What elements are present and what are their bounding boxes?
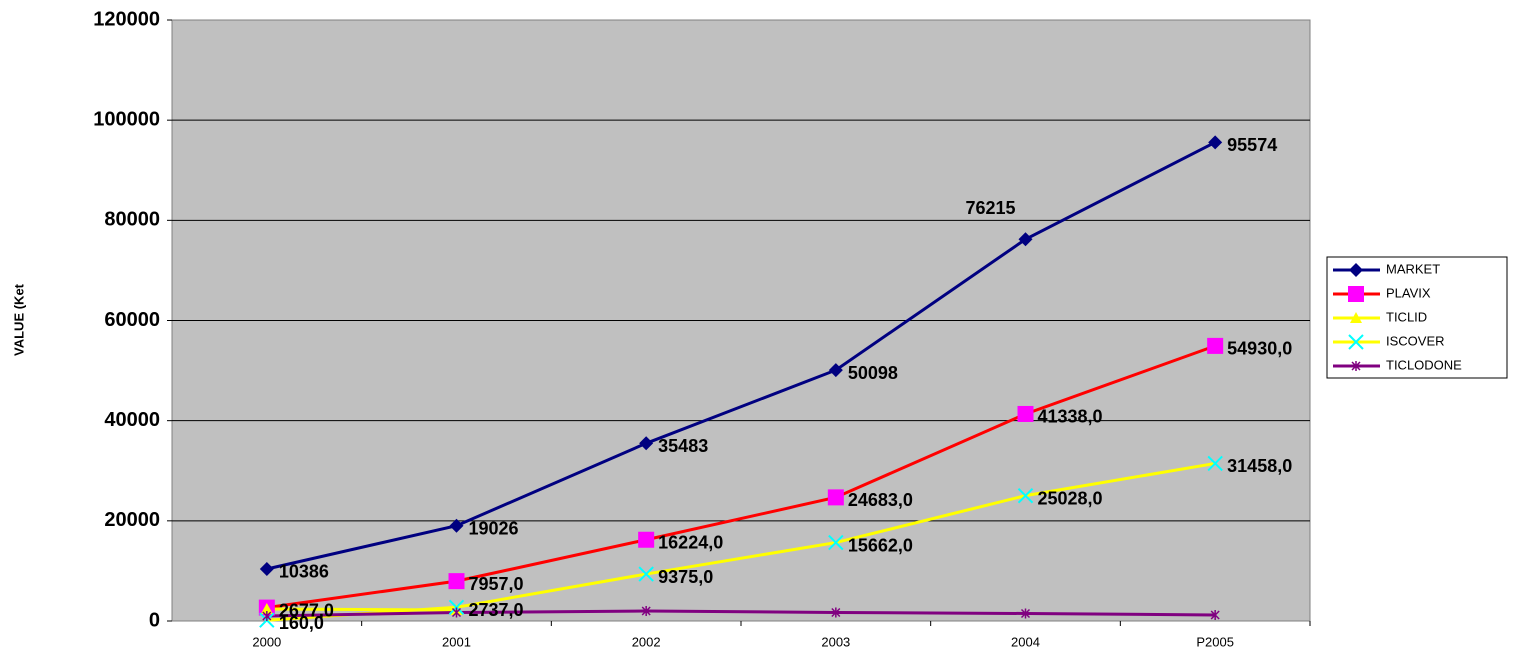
- marker: [259, 561, 274, 576]
- data-label: 9375,0: [658, 567, 713, 587]
- data-label: 54930,0: [1227, 339, 1292, 359]
- marker: [1348, 286, 1364, 302]
- marker: [260, 602, 273, 614]
- marker: [1210, 609, 1220, 620]
- marker: [828, 534, 844, 551]
- marker: [641, 605, 651, 616]
- y-tick-label: 80000: [104, 209, 160, 231]
- marker: [638, 531, 655, 548]
- y-axis-label: VALUE (Ket: [11, 283, 26, 356]
- legend-label: TICLODONE: [1386, 357, 1462, 372]
- marker: [1020, 608, 1031, 619]
- data-label: 41338,0: [1038, 407, 1103, 427]
- marker: [449, 518, 464, 533]
- legend-label: PLAVIX: [1386, 285, 1431, 300]
- marker: [448, 573, 465, 590]
- series-line: [266, 609, 1216, 618]
- marker: [639, 436, 654, 451]
- marker: [638, 566, 654, 582]
- data-label: 10386: [279, 562, 329, 582]
- series-line: [266, 461, 1216, 622]
- data-label: 35483: [658, 436, 708, 456]
- marker: [828, 363, 843, 378]
- data-label: 7957,0: [469, 574, 524, 594]
- x-tick-label: 2004: [1011, 634, 1040, 649]
- legend-label: ISCOVER: [1386, 333, 1445, 348]
- marker: [831, 607, 841, 618]
- series-line: [266, 344, 1216, 610]
- y-tick-label: 0: [149, 609, 160, 631]
- x-tick-label: 2000: [252, 634, 281, 649]
- data-label: 2677,0: [279, 600, 334, 620]
- y-tick-label: 20000: [104, 509, 160, 531]
- marker: [1208, 135, 1223, 150]
- data-label: 25028,0: [1038, 488, 1103, 508]
- marker: [1018, 232, 1033, 247]
- marker: [1207, 455, 1223, 472]
- x-tick-label: 2001: [442, 634, 471, 649]
- data-label: 15662,0: [848, 535, 913, 555]
- x-tick-label: 2003: [821, 634, 850, 649]
- data-label: 31458,0: [1227, 456, 1292, 476]
- marker: [1351, 361, 1361, 371]
- data-label: 16224,0: [658, 532, 723, 552]
- legend-label: TICLID: [1386, 309, 1427, 324]
- marker: [1017, 487, 1034, 504]
- y-tick-label: 100000: [93, 108, 160, 130]
- series-line: [266, 140, 1216, 571]
- y-tick-label: 40000: [104, 409, 160, 431]
- legend-label: MARKET: [1386, 261, 1440, 276]
- y-tick-label: 120000: [93, 8, 160, 30]
- marker: [1207, 337, 1224, 354]
- marker: [1017, 405, 1034, 422]
- marker: [827, 489, 844, 506]
- marker: [1349, 263, 1363, 277]
- data-label: 24683,0: [848, 490, 913, 510]
- marker: [448, 599, 465, 615]
- marker: [262, 610, 272, 621]
- data-label: 19026: [469, 518, 519, 538]
- x-tick-label: P2005: [1196, 634, 1234, 649]
- marker: [451, 607, 462, 618]
- marker: [1350, 312, 1362, 323]
- y-tick-label: 60000: [104, 309, 160, 331]
- marker: [1348, 334, 1364, 350]
- data-label: 160,0: [279, 613, 324, 633]
- data-label: 76215: [966, 198, 1016, 218]
- x-tick-label: 2002: [632, 634, 661, 649]
- data-label: 95574: [1227, 135, 1277, 155]
- data-label: 50098: [848, 363, 898, 383]
- data-label: 2737,0: [469, 600, 524, 620]
